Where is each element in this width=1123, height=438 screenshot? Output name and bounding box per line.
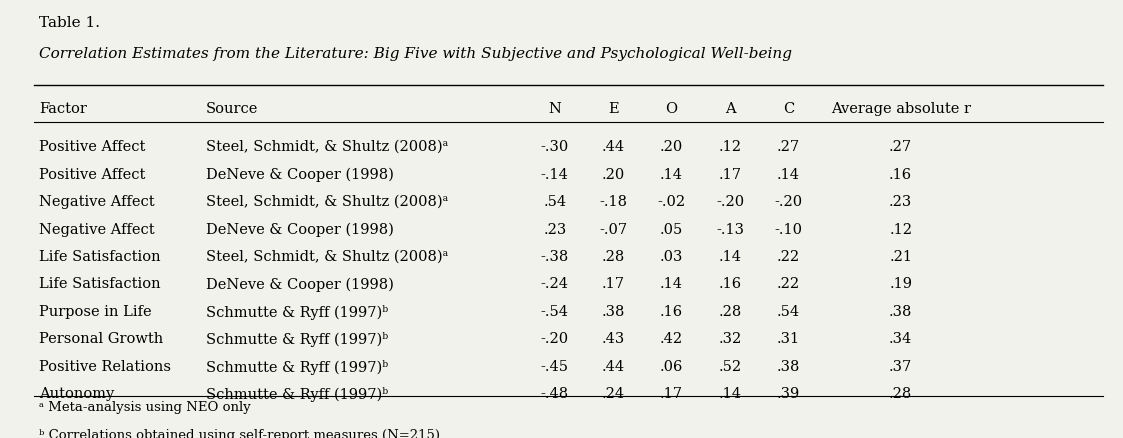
- Text: C: C: [783, 101, 794, 115]
- Text: Positive Affect: Positive Affect: [39, 140, 146, 154]
- Text: N: N: [548, 101, 562, 115]
- Text: Steel, Schmidt, & Shultz (2008)ᵃ: Steel, Schmidt, & Shultz (2008)ᵃ: [206, 140, 448, 154]
- Text: .44: .44: [602, 140, 624, 154]
- Text: -.45: -.45: [541, 359, 568, 373]
- Text: .20: .20: [660, 140, 683, 154]
- Text: -.14: -.14: [541, 167, 568, 181]
- Text: .23: .23: [889, 194, 912, 208]
- Text: DeNeve & Cooper (1998): DeNeve & Cooper (1998): [206, 277, 393, 291]
- Text: .44: .44: [602, 359, 624, 373]
- Text: .06: .06: [660, 359, 683, 373]
- Text: .14: .14: [719, 386, 741, 400]
- Text: -.13: -.13: [716, 222, 743, 236]
- Text: .14: .14: [660, 277, 683, 291]
- Text: .17: .17: [719, 167, 741, 181]
- Text: -.02: -.02: [657, 194, 686, 208]
- Text: .03: .03: [660, 249, 683, 263]
- Text: .16: .16: [660, 304, 683, 318]
- Text: .39: .39: [777, 386, 800, 400]
- Text: .38: .38: [777, 359, 800, 373]
- Text: -.20: -.20: [540, 332, 569, 346]
- Text: -.07: -.07: [599, 222, 628, 236]
- Text: Negative Affect: Negative Affect: [39, 222, 155, 236]
- Text: .20: .20: [602, 167, 624, 181]
- Text: .28: .28: [889, 386, 912, 400]
- Text: -.24: -.24: [541, 277, 568, 291]
- Text: ᵇ Correlations obtained using self-report measures (N=215): ᵇ Correlations obtained using self-repor…: [39, 428, 440, 438]
- Text: Schmutte & Ryff (1997)ᵇ: Schmutte & Ryff (1997)ᵇ: [206, 332, 387, 346]
- Text: .27: .27: [889, 140, 912, 154]
- Text: .23: .23: [544, 222, 566, 236]
- Text: .37: .37: [889, 359, 912, 373]
- Text: Source: Source: [206, 101, 258, 115]
- Text: -.18: -.18: [600, 194, 627, 208]
- Text: .14: .14: [777, 167, 800, 181]
- Text: .28: .28: [719, 304, 741, 318]
- Text: Steel, Schmidt, & Shultz (2008)ᵃ: Steel, Schmidt, & Shultz (2008)ᵃ: [206, 249, 448, 263]
- Text: .38: .38: [889, 304, 912, 318]
- Text: -.48: -.48: [540, 386, 569, 400]
- Text: .32: .32: [719, 332, 741, 346]
- Text: Table 1.: Table 1.: [39, 16, 100, 30]
- Text: .19: .19: [889, 277, 912, 291]
- Text: .54: .54: [544, 194, 566, 208]
- Text: Schmutte & Ryff (1997)ᵇ: Schmutte & Ryff (1997)ᵇ: [206, 304, 387, 319]
- Text: .22: .22: [777, 277, 800, 291]
- Text: .14: .14: [660, 167, 683, 181]
- Text: Negative Affect: Negative Affect: [39, 194, 155, 208]
- Text: .27: .27: [777, 140, 800, 154]
- Text: Steel, Schmidt, & Shultz (2008)ᵃ: Steel, Schmidt, & Shultz (2008)ᵃ: [206, 194, 448, 208]
- Text: .21: .21: [889, 249, 912, 263]
- Text: -.30: -.30: [540, 140, 569, 154]
- Text: -.38: -.38: [540, 249, 569, 263]
- Text: Autonomy: Autonomy: [39, 386, 115, 400]
- Text: Positive Relations: Positive Relations: [39, 359, 172, 373]
- Text: -.20: -.20: [715, 194, 745, 208]
- Text: .28: .28: [602, 249, 624, 263]
- Text: .24: .24: [602, 386, 624, 400]
- Text: .12: .12: [719, 140, 741, 154]
- Text: .14: .14: [719, 249, 741, 263]
- Text: .16: .16: [719, 277, 741, 291]
- Text: .38: .38: [602, 304, 624, 318]
- Text: Schmutte & Ryff (1997)ᵇ: Schmutte & Ryff (1997)ᵇ: [206, 386, 387, 401]
- Text: ᵃ Meta-analysis using NEO only: ᵃ Meta-analysis using NEO only: [39, 400, 252, 413]
- Text: .17: .17: [660, 386, 683, 400]
- Text: .12: .12: [889, 222, 912, 236]
- Text: Personal Growth: Personal Growth: [39, 332, 164, 346]
- Text: .34: .34: [889, 332, 912, 346]
- Text: .31: .31: [777, 332, 800, 346]
- Text: Schmutte & Ryff (1997)ᵇ: Schmutte & Ryff (1997)ᵇ: [206, 359, 387, 374]
- Text: Purpose in Life: Purpose in Life: [39, 304, 152, 318]
- Text: DeNeve & Cooper (1998): DeNeve & Cooper (1998): [206, 222, 393, 237]
- Text: Life Satisfaction: Life Satisfaction: [39, 277, 161, 291]
- Text: .42: .42: [660, 332, 683, 346]
- Text: -.20: -.20: [774, 194, 803, 208]
- Text: .05: .05: [660, 222, 683, 236]
- Text: A: A: [724, 101, 736, 115]
- Text: Average absolute r: Average absolute r: [831, 101, 970, 115]
- Text: E: E: [608, 101, 619, 115]
- Text: .17: .17: [602, 277, 624, 291]
- Text: Positive Affect: Positive Affect: [39, 167, 146, 181]
- Text: Life Satisfaction: Life Satisfaction: [39, 249, 161, 263]
- Text: .52: .52: [719, 359, 741, 373]
- Text: .54: .54: [777, 304, 800, 318]
- Text: O: O: [666, 101, 677, 115]
- Text: -.54: -.54: [541, 304, 568, 318]
- Text: .43: .43: [602, 332, 624, 346]
- Text: -.10: -.10: [775, 222, 802, 236]
- Text: .22: .22: [777, 249, 800, 263]
- Text: DeNeve & Cooper (1998): DeNeve & Cooper (1998): [206, 167, 393, 182]
- Text: Factor: Factor: [39, 101, 88, 115]
- Text: Correlation Estimates from the Literature: Big Five with Subjective and Psycholo: Correlation Estimates from the Literatur…: [39, 47, 793, 61]
- Text: .16: .16: [889, 167, 912, 181]
